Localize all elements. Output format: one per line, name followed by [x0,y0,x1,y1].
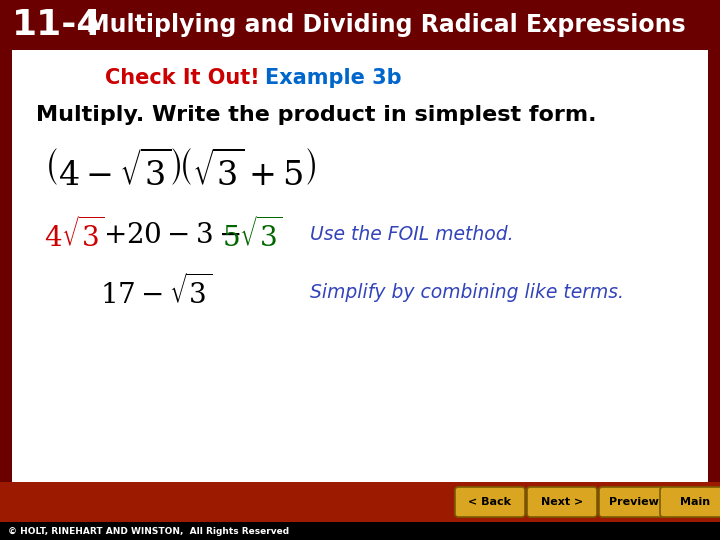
Text: < Back: < Back [469,497,511,507]
FancyBboxPatch shape [599,487,669,517]
FancyBboxPatch shape [527,487,597,517]
Text: 11-4: 11-4 [12,8,102,42]
Text: Multiply. Write the product in simplest form.: Multiply. Write the product in simplest … [36,105,596,125]
FancyBboxPatch shape [455,487,525,517]
Text: © HOLT, RINEHART AND WINSTON,  All Rights Reserved: © HOLT, RINEHART AND WINSTON, All Rights… [8,526,289,536]
Text: $4\sqrt{3}$: $4\sqrt{3}$ [44,217,104,253]
FancyBboxPatch shape [660,487,720,517]
Text: Use the FOIL method.: Use the FOIL method. [310,226,513,245]
Text: $+20-3-$: $+20-3-$ [103,221,240,249]
Text: Example 3b: Example 3b [265,68,402,88]
Text: Next >: Next > [541,497,583,507]
Text: Main: Main [680,497,710,507]
Bar [0,482,720,522]
Text: Simplify by combining like terms.: Simplify by combining like terms. [310,282,624,301]
Text: $5\sqrt{3}$: $5\sqrt{3}$ [222,217,283,253]
Text: Multiplying and Dividing Radical Expressions: Multiplying and Dividing Radical Express… [78,13,685,37]
Bar [0,522,720,540]
Text: $\left(4-\sqrt{3}\right)\!\left(\sqrt{3}+5\right)$: $\left(4-\sqrt{3}\right)\!\left(\sqrt{3}… [44,151,316,193]
Bar [0,0,720,50]
Text: Check It Out!: Check It Out! [105,68,260,88]
Text: Preview: Preview [609,497,659,507]
Bar [12,50,708,482]
Text: $17-\sqrt{3}$: $17-\sqrt{3}$ [100,274,212,310]
